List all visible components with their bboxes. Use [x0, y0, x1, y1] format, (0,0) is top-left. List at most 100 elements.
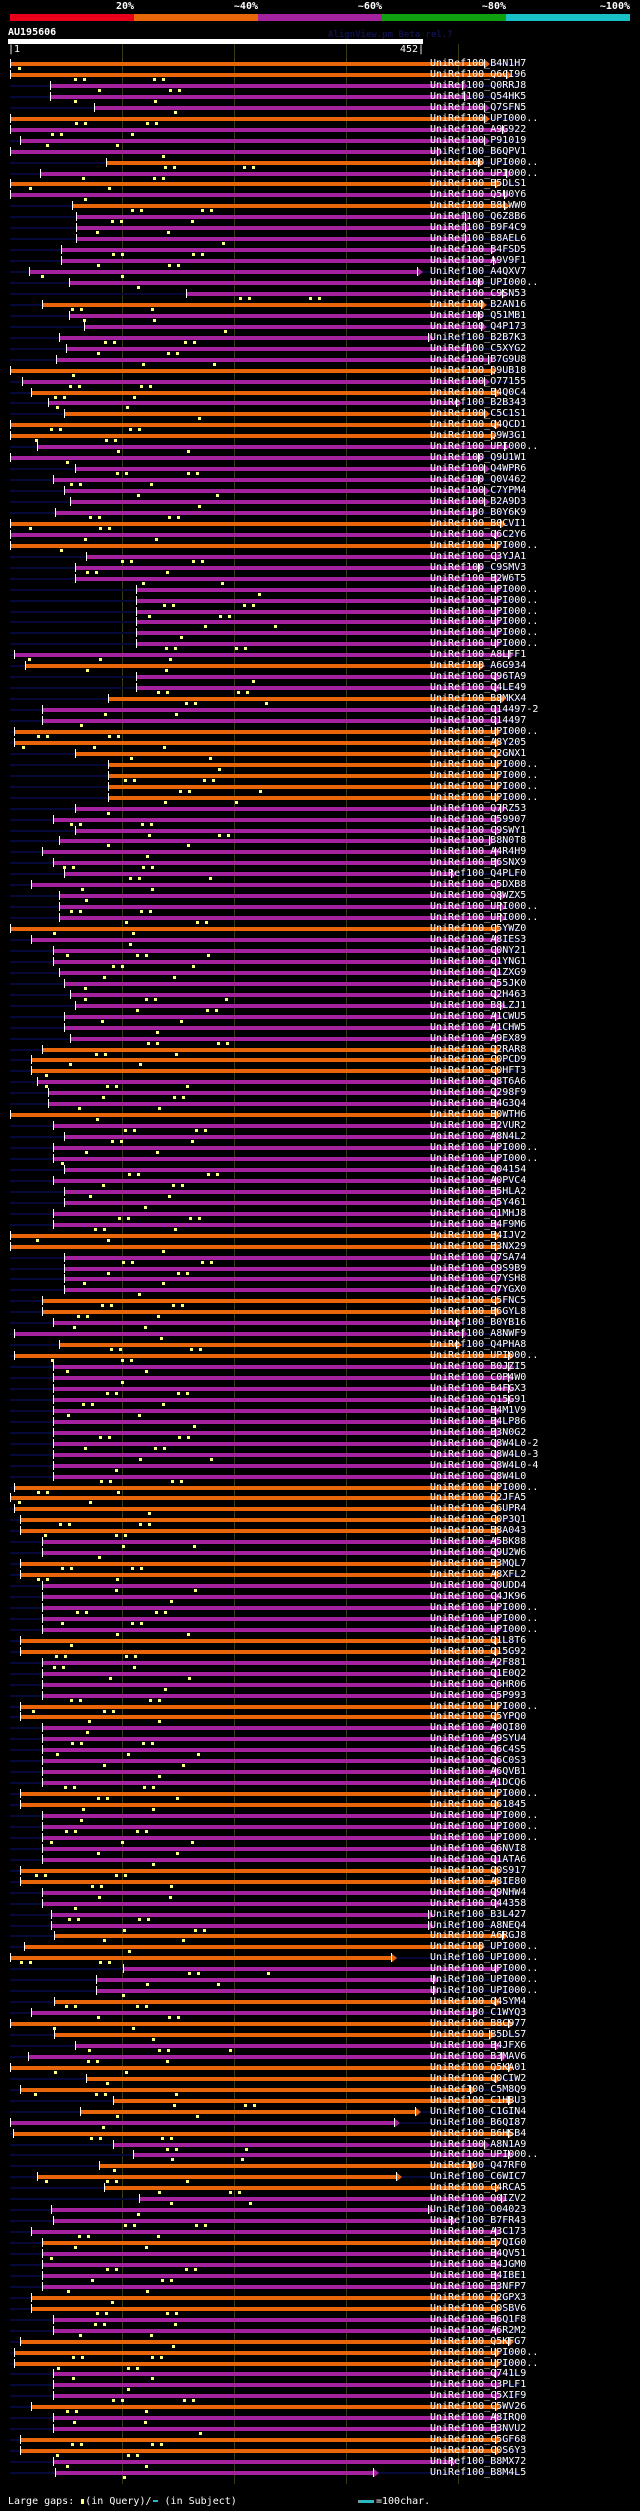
hit-label[interactable]: UniRef100_UPI000.. [430, 616, 539, 628]
alignment-bar[interactable] [108, 795, 495, 800]
hit-row[interactable]: UniRef100_A8IES3 [0, 934, 640, 946]
hit-row[interactable]: UniRef100_Q96TA9 [0, 671, 640, 684]
alignment-bar[interactable] [53, 2219, 451, 2224]
hit-label[interactable]: UniRef100_UPI000.. [430, 725, 539, 737]
hit-row[interactable]: UniRef100_A1CHW5 [0, 1022, 640, 1034]
hit-row[interactable]: UniRef100_C0SBV6 [0, 2303, 640, 2315]
hit-label[interactable]: UniRef100_Q9W3G1 [430, 430, 527, 442]
hit-label[interactable]: UniRef100_C5GF68 [430, 2434, 527, 2446]
hit-label[interactable]: UniRef100_Q298F9 [430, 1087, 527, 1099]
hit-label[interactable]: UniRef100_B0Y6K9 [430, 506, 527, 518]
hit-row[interactable]: UniRef100_UPI000.. [0, 441, 640, 454]
alignment-bar[interactable] [75, 828, 495, 833]
hit-row[interactable]: UniRef100_UPI000.. [0, 1482, 640, 1494]
hit-row[interactable]: UniRef100_B4IJV2 [0, 1230, 640, 1242]
hit-row[interactable]: UniRef100_Q47RF0 [0, 2160, 640, 2173]
hit-row[interactable]: UniRef100_UPI000.. [0, 1602, 640, 1614]
alignment-bar[interactable] [53, 1376, 508, 1380]
hit-label[interactable]: UniRef100_C5XYG2 [430, 342, 527, 354]
hit-row[interactable]: UniRef100_Q4SYM4 [0, 1996, 640, 2009]
hit-row[interactable]: UniRef100_Q1ZXG9 [0, 967, 640, 979]
hit-label[interactable]: UniRef100_UPI000.. [430, 583, 539, 595]
alignment-bar[interactable] [14, 2361, 495, 2366]
alignment-bar[interactable] [42, 302, 482, 307]
hit-row[interactable]: UniRef100_A6R2M2 [0, 2325, 640, 2337]
alignment-bar[interactable] [58, 335, 429, 340]
hit-row[interactable]: UniRef100_UPI000.. [0, 901, 640, 914]
hit-label[interactable]: UniRef100_UPI000.. [430, 780, 539, 792]
hit-row[interactable]: UniRef100_Q6Z8B6 [0, 211, 640, 224]
hit-row[interactable]: UniRef100_Q15G91 [0, 1394, 640, 1406]
alignment-bar[interactable] [53, 2383, 495, 2388]
hit-row[interactable]: UniRef100_C5XYG2 [0, 342, 640, 355]
hit-row[interactable]: UniRef100_UPI000.. [0, 1974, 640, 1987]
hit-row[interactable]: UniRef100_O14497-2 [0, 704, 640, 717]
hit-row[interactable]: UniRef100_C1HBU3 [0, 2095, 640, 2107]
hit-label[interactable]: UniRef100_A4QXV7 [430, 266, 527, 278]
alignment-bar[interactable] [14, 1485, 495, 1490]
alignment-bar[interactable] [42, 719, 495, 723]
alignment-bar[interactable] [10, 532, 495, 537]
hit-row[interactable]: UniRef100_Q0V462 [0, 474, 640, 487]
hit-label[interactable]: UniRef100_C9SWY1 [430, 824, 527, 836]
hit-label[interactable]: UniRef100_B3MAV6 [430, 2050, 527, 2062]
hit-label[interactable]: UniRef100_B4N1H7 [430, 58, 527, 69]
alignment-bar[interactable] [42, 2262, 495, 2267]
hit-label[interactable]: UniRef100_Q2JFA5 [430, 1492, 527, 1504]
alignment-bar[interactable] [56, 357, 489, 362]
hit-row[interactable]: UniRef100_A8LFF1 [0, 649, 640, 662]
alignment-bar[interactable] [53, 1441, 495, 1446]
alignment-bar[interactable] [54, 2000, 495, 2005]
alignment-bar[interactable] [50, 1923, 429, 1928]
hit-label[interactable]: UniRef100_UPI000.. [430, 1831, 539, 1843]
hit-row[interactable]: UniRef100_C5P993 [0, 1690, 640, 1702]
hit-label[interactable]: UniRef100_B4JGM0 [430, 2258, 527, 2270]
hit-row[interactable]: UniRef100_B0Y6K9 [0, 506, 640, 519]
alignment-bar[interactable] [10, 116, 484, 121]
hit-row[interactable]: UniRef100_B8LZJ1 [0, 1000, 640, 1012]
hit-label[interactable]: UniRef100_C0NY21 [430, 944, 527, 956]
alignment-bar[interactable] [68, 281, 479, 285]
hit-row[interactable]: UniRef100_Q9U1W1 [0, 452, 640, 465]
alignment-bar[interactable] [96, 1978, 433, 1983]
alignment-bar[interactable] [99, 2164, 471, 2169]
hit-row[interactable]: UniRef100_O61845 [0, 1799, 640, 1812]
alignment-bar[interactable] [19, 1638, 495, 1643]
alignment-bar[interactable] [53, 2328, 495, 2333]
hit-label[interactable]: UniRef100_Q15G92 [430, 1645, 527, 1657]
hit-row[interactable]: UniRef100_Q04154 [0, 1163, 640, 1176]
alignment-bar[interactable] [58, 916, 501, 921]
alignment-bar[interactable] [64, 1189, 495, 1194]
hit-label[interactable]: UniRef100_A1CWU5 [430, 1010, 527, 1022]
hit-row[interactable]: UniRef100_A1CWU5 [0, 1010, 640, 1023]
hit-label[interactable]: UniRef100_B6QPV1 [430, 145, 527, 157]
hit-row[interactable]: UniRef100_UPI000.. [0, 1788, 640, 1801]
alignment-bar[interactable] [10, 927, 495, 932]
hit-label[interactable]: UniRef100_Q04154 [430, 1163, 527, 1175]
hit-row[interactable]: UniRef100_B5DLS7 [0, 2029, 640, 2041]
alignment-bar[interactable] [53, 1157, 495, 1161]
hit-label[interactable]: UniRef100_C9S9B9 [430, 1262, 527, 1274]
hit-row[interactable]: UniRef100_UPI000.. [0, 1350, 640, 1363]
hit-row[interactable]: UniRef100_UPI000.. [0, 725, 640, 738]
alignment-bar[interactable] [10, 62, 484, 66]
alignment-bar[interactable] [185, 291, 503, 296]
hit-label[interactable]: UniRef100_UPI000.. [430, 594, 539, 606]
hit-label[interactable]: UniRef100_Q8W4L0 [430, 1470, 527, 1482]
hit-label[interactable]: UniRef100_A0PVC4 [430, 1174, 527, 1186]
hit-row[interactable]: UniRef100_Q9NHW4 [0, 1887, 640, 1899]
hit-row[interactable]: UniRef100_C1YNG1 [0, 956, 640, 968]
hit-row[interactable]: UniRef100_B4QV51 [0, 2248, 640, 2260]
hit-label[interactable]: UniRef100_Q0UDD4 [430, 1580, 527, 1592]
hit-label[interactable]: UniRef100_C0S6Y3 [430, 2445, 527, 2457]
hit-label[interactable]: UniRef100_Q6CI96 [430, 68, 527, 80]
hit-row[interactable]: UniRef100_Q2GNX1 [0, 748, 640, 760]
alignment-bar[interactable] [42, 1671, 495, 1676]
hit-label[interactable]: UniRef100_B6HSB4 [430, 2127, 527, 2139]
alignment-bar[interactable] [64, 1200, 495, 1205]
alignment-bar[interactable] [76, 237, 465, 242]
alignment-bar[interactable] [47, 1102, 495, 1107]
hit-row[interactable]: UniRef100_C5WV26 [0, 2401, 640, 2414]
hit-label[interactable]: UniRef100_Q6Z8B6 [430, 211, 527, 223]
hit-label[interactable]: UniRef100_Q9U1W1 [430, 452, 527, 464]
